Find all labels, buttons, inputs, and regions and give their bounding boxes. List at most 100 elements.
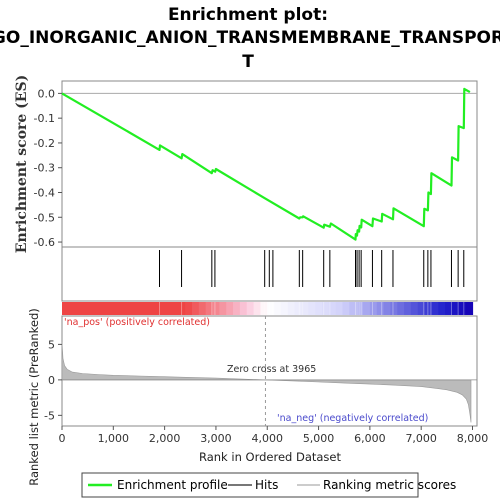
es-y-tick-label: -0.3 [34,162,55,175]
color-bar-segment [178,302,186,315]
color-bar-segment [96,302,104,315]
color-bar-segment [68,302,77,315]
legend-enrichment-label: Enrichment profile [117,478,228,492]
color-bar-segment [438,302,446,315]
color-bar-segment [287,302,296,315]
es-y-tick-label: -0.4 [34,186,55,199]
es-line-group [61,87,471,241]
legend: Enrichment profile Hits Ranking metric s… [81,472,456,498]
es-y-tick-label: -0.5 [34,211,55,224]
chart-title-line-2: GO_INORGANIC_ANION_TRANSMEMBRANE_TRANSPO… [0,28,500,48]
color-bar-segment [465,302,474,315]
color-bar-segment [89,302,97,315]
color-bar-segment [246,302,255,315]
enrichment-profile-line [61,87,471,241]
x-tick-label: 2,000 [149,432,181,445]
x-tick-label: 3,000 [200,432,232,445]
x-tick-label: 7,000 [405,432,437,445]
metric-y-axis-title: Ranked list metric (PreRanked) [27,308,41,486]
es-y-tick-label: -0.2 [34,137,55,150]
color-bar-segment [349,302,357,315]
color-bar-segment [185,302,193,315]
color-bar-segment [144,302,152,315]
color-bar-segment [150,302,159,315]
color-bar-segment [363,302,371,315]
color-bar-segment [171,302,179,315]
color-bar-segment [233,302,241,315]
hits-group [158,250,465,287]
color-bar-segment [451,302,460,315]
color-bar-segment [157,302,166,315]
color-bar-segment [253,302,262,315]
color-bar-segment [404,302,412,315]
color-bar-segment [383,302,391,315]
legend-metric-label: Ranking metric scores [323,478,456,492]
color-bar-segment [458,302,467,315]
color-bar-segment [397,302,405,315]
color-bar-segment [62,302,70,315]
metric-axes: 5 0 -5 0 1,000 2,000 3,000 4,000 5,000 6,000 7,000… [44,338,488,445]
color-bar-segment [274,302,282,315]
color-bar-segment [212,302,220,315]
x-tick-label: 0 [59,432,66,445]
color-bar-segment [260,302,268,315]
color-bar-segment [130,302,138,315]
pos-correlated-label: 'na_pos' (positively correlated) [64,317,210,328]
es-y-tick-label: -0.6 [34,236,55,249]
neg-correlated-label: 'na_neg' (negatively correlated) [277,413,428,424]
es-y-axis-title: Enrichment score (ES) [14,75,30,253]
color-bar-segment [356,302,364,315]
metric-y-tick-label: 5 [48,338,55,351]
color-bar-segment [191,302,200,315]
ranking-metric-area [61,342,472,423]
color-bar-segment [103,302,111,315]
color-bar-segment [335,302,344,315]
rank-color-bar [62,302,474,315]
color-bar-segment [390,302,398,315]
metric-panel [61,315,478,427]
color-bar-segment [137,302,145,315]
metric-y-tick-label: 0 [48,374,55,387]
chart-title-line-3: T [242,52,254,72]
es-y-axis: 0.0 -0.1 -0.2 -0.3 -0.4 -0.5 -0.6 [34,87,62,249]
color-bar-segment [445,302,453,315]
color-bar-segment [410,302,419,315]
x-tick-label: 4,000 [252,432,284,445]
color-bar-segment [301,302,309,315]
x-tick-label: 1,000 [98,432,130,445]
color-bar-segment [315,302,323,315]
es-y-tick-label: 0.0 [38,87,56,100]
metric-y-tick-label: -5 [44,409,55,422]
color-bar-segment [116,302,125,315]
color-bar-segment [328,302,337,315]
color-bar-segment [75,302,84,315]
color-bar-segment [82,302,90,315]
color-bar-segment [226,302,234,315]
color-bar-segment [431,302,439,315]
legend-hits-label: Hits [255,478,278,492]
chart-title-line-1: Enrichment plot: [168,5,328,25]
color-bar-segment [369,302,378,315]
color-bar-segment [321,302,330,315]
color-bar-segment [123,302,132,315]
color-bar-segment [376,302,385,315]
color-bar-segment [198,302,207,315]
color-bar-segment [342,302,350,315]
color-bar-segment [164,302,173,315]
x-axis-title: Rank in Ordered Dataset [199,450,342,464]
color-bar-segment [308,302,316,315]
metric-area-group [61,316,477,426]
zero-cross-label: Zero cross at 3965 [227,364,316,375]
color-bar-segment [205,302,214,315]
color-bar-segment [219,302,227,315]
color-bar-segment [280,302,289,315]
x-tick-label: 8,000 [457,432,489,445]
color-bar-segment [417,302,426,315]
color-bar-segment [109,302,118,315]
color-bar-segment [267,302,275,315]
color-bar-segment [239,302,248,315]
x-tick-label: 6,000 [354,432,386,445]
es-panel [61,80,478,248]
color-bar-segment [424,302,433,315]
